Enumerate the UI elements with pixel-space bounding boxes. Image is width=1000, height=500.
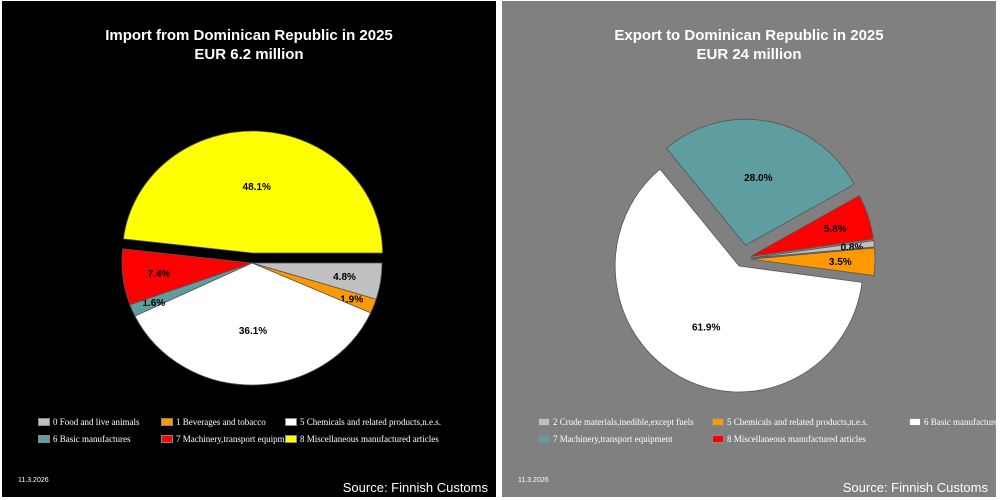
- legend-item: 5 Chemicals and related products,n.e.s.: [285, 417, 441, 427]
- legend-label: 0 Food and live animals: [53, 417, 140, 427]
- legend-item: 2 Crude materials,inedible,except fuels: [538, 417, 694, 427]
- legend-item: 6 Basic manufactures: [38, 434, 130, 444]
- slice-label: 4.8%: [333, 272, 356, 283]
- export-pie-chart: 0.8% 3.5% 61.9% 28.0% 5.8%: [614, 118, 876, 393]
- import-chart-panel: Import from Dominican Republic in 2025 E…: [1, 0, 497, 498]
- chart-title: Import from Dominican Republic in 2025: [105, 27, 393, 44]
- legend-swatch: [161, 418, 173, 426]
- legend-swatch: [38, 418, 50, 426]
- date-stamp: 11.3.2026: [518, 477, 549, 484]
- pie-slice: [750, 195, 874, 257]
- slice-label: 7.4%: [148, 269, 171, 280]
- legend-item: 7 Machinery,transport equipment: [161, 434, 296, 444]
- legend-swatch: [712, 435, 724, 443]
- pie-slice: [121, 248, 253, 306]
- legend-swatch: [285, 418, 297, 426]
- legend-swatch: [909, 418, 921, 426]
- export-chart-panel: Export to Dominican Republic in 2025 EUR…: [501, 0, 1000, 498]
- legend-swatch: [38, 435, 50, 443]
- legend-label: 7 Machinery,transport equipment: [553, 434, 673, 444]
- legend-swatch: [161, 435, 173, 443]
- legend-item: 7 Machinery,transport equipment: [538, 434, 673, 444]
- slice-label: 1.6%: [142, 298, 165, 309]
- legend-label: 5 Chemicals and related products,n.e.s.: [300, 417, 441, 427]
- slice-label: 3.5%: [829, 257, 852, 268]
- legend-swatch: [538, 435, 550, 443]
- legend-item: 1 Beverages and tobacco: [161, 417, 266, 427]
- legend-label: 6 Basic manufactures: [53, 434, 131, 444]
- legend-item: 5 Chemicals and related products,n.e.s.: [712, 417, 868, 427]
- date-stamp: 11.3.2026: [18, 477, 49, 484]
- chart-subtitle: EUR 6.2 million: [194, 46, 304, 63]
- legend-item: 8 Miscellaneous manufactured articles: [712, 434, 866, 444]
- legend-swatch: [538, 418, 550, 426]
- pie-slice: [665, 118, 855, 246]
- legend-label: 8 Miscellaneous manufactured articles: [300, 434, 439, 444]
- legend-swatch: [712, 418, 724, 426]
- legend-item: 6 Basic manufactures: [909, 417, 1000, 427]
- legend-label: 8 Miscellaneous manufactured articles: [727, 434, 866, 444]
- slice-label: 48.1%: [243, 182, 271, 193]
- legend-label: 1 Beverages and tobacco: [176, 417, 266, 427]
- pie-slice: [750, 240, 875, 259]
- legend-item: 0 Food and live animals: [38, 417, 140, 427]
- pie-slice: [750, 247, 876, 277]
- source-note: Source: Finnish Customs: [842, 480, 988, 495]
- legend-label: 7 Machinery,transport equipment: [176, 434, 296, 444]
- source-note: Source: Finnish Customs: [342, 480, 488, 495]
- pie-slice: [614, 168, 863, 393]
- legend-label: 5 Chemicals and related products,n.e.s.: [727, 417, 868, 427]
- import-pie-chart: 4.8% 1.9% 36.1% 1.6% 7.4% 48.1%: [121, 130, 383, 386]
- slice-label: 61.9%: [692, 323, 720, 334]
- legend-swatch: [285, 435, 297, 443]
- slice-label: 1.9%: [340, 294, 363, 305]
- slice-label: 5.8%: [824, 224, 847, 235]
- slice-label: 36.1%: [239, 326, 267, 337]
- slice-label: 0.8%: [841, 242, 864, 253]
- legend-label: 6 Basic manufactures: [924, 417, 1000, 427]
- legend-label: 2 Crude materials,inedible,except fuels: [553, 417, 694, 427]
- chart-subtitle: EUR 24 million: [696, 46, 802, 63]
- chart-title: Export to Dominican Republic in 2025: [614, 27, 884, 44]
- pie-slice: [134, 262, 372, 386]
- legend-item: 8 Miscellaneous manufactured articles: [285, 434, 439, 444]
- slice-label: 28.0%: [744, 173, 772, 184]
- pie-slice: [123, 130, 383, 254]
